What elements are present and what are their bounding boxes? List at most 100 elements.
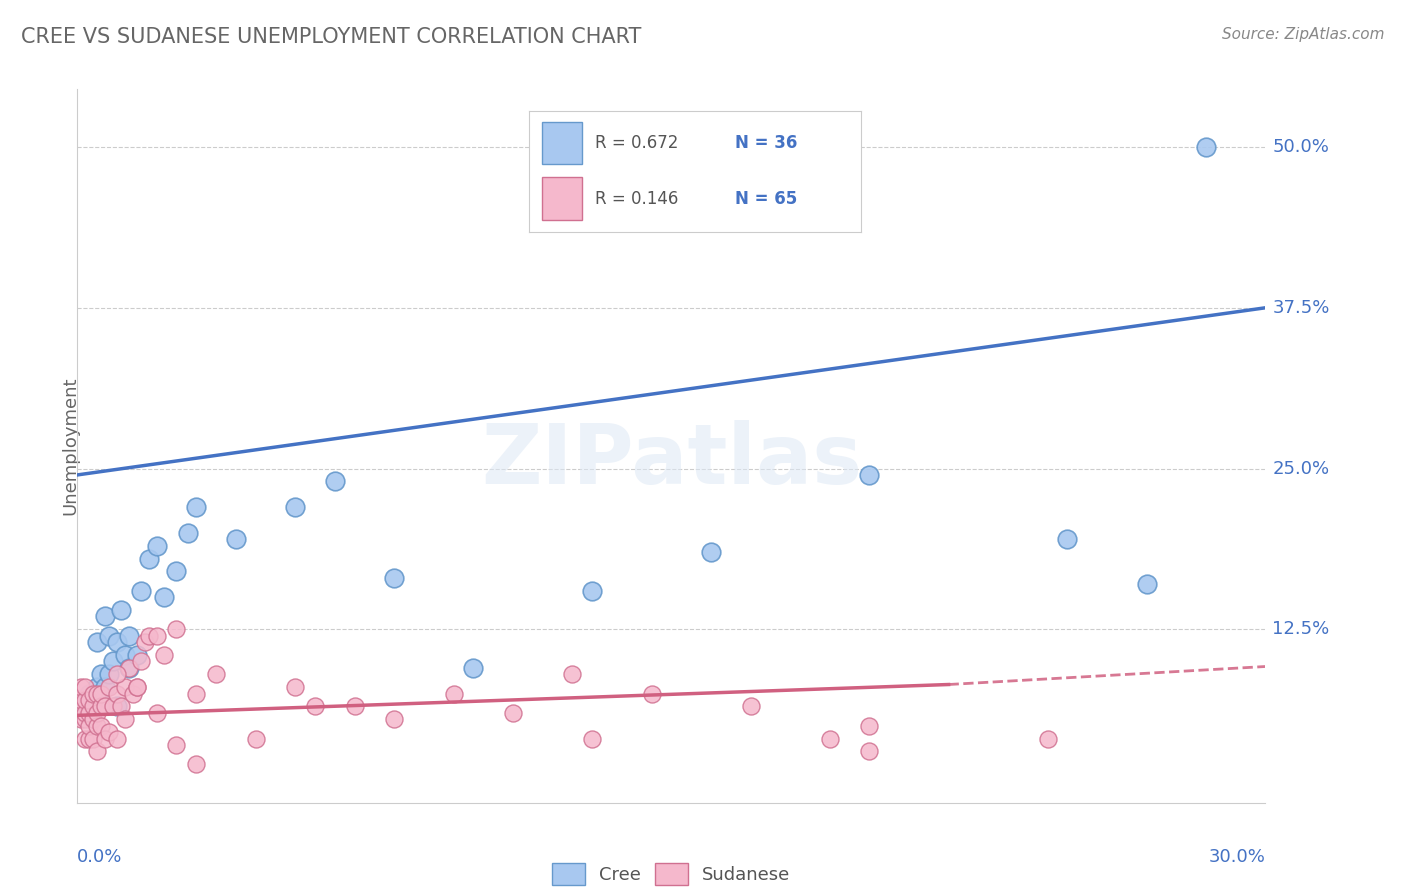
Point [343,699,366,714]
Point [1195,140,1218,154]
Point [86,686,108,700]
Point [186,500,208,514]
Text: 50.0%: 50.0% [1272,138,1329,156]
Point [98,680,121,694]
Point [105,667,128,681]
Point [323,475,346,489]
Text: R = 0.146: R = 0.146 [595,190,679,208]
Point [110,603,132,617]
Point [105,731,128,746]
Point [82,693,104,707]
Point [502,706,524,720]
Point [382,571,405,585]
Point [70,712,93,726]
Point [700,545,723,559]
Legend: Cree, Sudanese: Cree, Sudanese [543,854,800,892]
Point [581,731,603,746]
Text: Source: ZipAtlas.com: Source: ZipAtlas.com [1222,27,1385,42]
Point [740,699,762,714]
Point [114,680,136,694]
Point [129,654,152,668]
Point [110,699,132,714]
Point [165,622,187,636]
Point [94,731,117,746]
Point [1056,533,1078,547]
Point [118,661,141,675]
Text: 0.0%: 0.0% [77,847,122,866]
Point [101,699,124,714]
Point [245,731,267,746]
Point [114,648,136,662]
Point [858,467,880,482]
Point [125,648,148,662]
Point [86,744,108,758]
Point [75,712,97,726]
Point [561,667,583,681]
Point [70,680,93,694]
Point [86,719,108,733]
Point [382,712,405,726]
Point [98,667,121,681]
Point [82,731,104,746]
Point [284,680,307,694]
Point [640,686,662,700]
Point [75,706,97,720]
Point [75,699,97,714]
Point [105,686,128,700]
Y-axis label: Unemployment: Unemployment [62,376,79,516]
Point [82,712,104,726]
Point [138,629,160,643]
Text: ZIPatlas: ZIPatlas [481,420,862,500]
Point [284,500,307,514]
Point [134,635,156,649]
Point [205,667,228,681]
Point [70,693,93,707]
Point [98,629,121,643]
Point [90,667,112,681]
Point [138,551,160,566]
Point [145,629,167,643]
Bar [543,121,582,164]
Point [118,661,141,675]
Point [75,731,97,746]
Point [165,738,187,752]
Point [858,744,880,758]
Point [94,609,117,624]
Point [818,731,841,746]
Point [77,686,100,700]
Point [125,680,148,694]
Point [165,565,187,579]
Point [186,757,208,772]
Text: R = 0.672: R = 0.672 [595,134,679,152]
Point [90,686,112,700]
Point [581,583,603,598]
Point [90,719,112,733]
Point [443,686,465,700]
Point [77,693,100,707]
Point [177,525,200,540]
Text: CREE VS SUDANESE UNEMPLOYMENT CORRELATION CHART: CREE VS SUDANESE UNEMPLOYMENT CORRELATIO… [21,27,641,46]
Point [125,680,148,694]
Point [86,635,108,649]
Point [77,731,100,746]
Bar [543,178,582,219]
Point [129,583,152,598]
Point [858,719,880,733]
Point [105,635,128,649]
Point [77,706,100,720]
Point [82,699,104,714]
Point [90,699,112,714]
Point [75,693,97,707]
Point [94,699,117,714]
Point [94,680,117,694]
Point [101,654,124,668]
Point [145,706,167,720]
Point [118,629,141,643]
Text: N = 65: N = 65 [735,190,797,208]
Point [153,590,176,604]
Text: 12.5%: 12.5% [1272,620,1330,638]
Point [114,712,136,726]
Point [186,686,208,700]
Point [98,725,121,739]
Point [86,706,108,720]
